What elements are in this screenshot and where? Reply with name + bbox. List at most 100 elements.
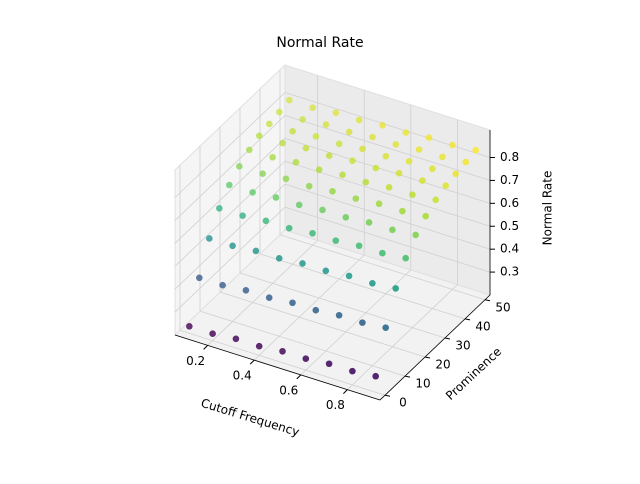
point [279, 139, 286, 147]
grid-line [259, 253, 466, 320]
point [422, 212, 429, 220]
point [269, 153, 276, 161]
point [369, 279, 376, 287]
point [425, 134, 433, 141]
point [299, 116, 306, 123]
point [389, 226, 396, 234]
point [335, 140, 343, 148]
point [412, 231, 419, 239]
point [295, 201, 303, 209]
point [186, 323, 193, 330]
point [375, 200, 383, 208]
grid-line [174, 206, 286, 313]
chart-title: Normal Rate [276, 35, 363, 51]
grid-line [284, 137, 491, 204]
grid-line [300, 269, 412, 376]
grid-line [207, 240, 318, 346]
y-tick-label: 10 [415, 377, 430, 391]
point [246, 146, 253, 154]
point [369, 133, 376, 141]
grid-line [179, 329, 386, 396]
grid-line [284, 92, 491, 158]
point [342, 214, 350, 221]
point [429, 165, 436, 173]
y-tick-label: 0 [399, 396, 407, 410]
point [432, 196, 439, 204]
point [305, 182, 313, 190]
grid-line [174, 138, 286, 244]
grid-line [284, 183, 491, 250]
grid-line [219, 291, 426, 358]
y-tick [484, 299, 491, 302]
grid-line [239, 272, 446, 339]
point [219, 281, 226, 289]
point [275, 255, 283, 262]
point [329, 187, 336, 195]
point [256, 132, 263, 140]
point [365, 219, 373, 226]
y-axis-label: Prominence [443, 344, 504, 402]
point [196, 274, 203, 282]
point [362, 178, 370, 186]
point [325, 360, 333, 368]
point [312, 306, 320, 314]
point [359, 319, 366, 326]
point [292, 159, 300, 166]
point [332, 109, 340, 117]
point [382, 152, 390, 160]
grid-line [174, 183, 286, 290]
point [286, 96, 293, 104]
z-tick-label: 0.5 [500, 219, 519, 233]
point [262, 217, 270, 225]
point [452, 170, 459, 178]
point [242, 286, 250, 294]
point [252, 247, 260, 255]
y-tick-label: 40 [475, 319, 490, 333]
point [325, 152, 333, 159]
point [355, 242, 363, 250]
point [226, 181, 233, 189]
point [272, 194, 280, 201]
point [309, 229, 316, 237]
grid-line [253, 254, 365, 361]
y-tick [404, 375, 411, 378]
point [315, 166, 323, 174]
point [265, 294, 273, 301]
z-tick-label: 0.7 [500, 173, 519, 187]
point [442, 182, 449, 189]
point [379, 249, 386, 257]
point [355, 116, 363, 124]
z-axis-label: Normal Rate [541, 171, 555, 246]
point [349, 367, 356, 375]
y-tick [464, 318, 471, 321]
x-tick [296, 374, 302, 380]
point [352, 195, 360, 202]
point [279, 347, 286, 355]
y-tick [384, 394, 391, 397]
point [382, 324, 389, 332]
point [372, 164, 380, 172]
point [239, 212, 246, 219]
x-tick-label: 0.4 [233, 369, 252, 383]
z-tick-label: 0.4 [500, 242, 519, 256]
point [409, 191, 416, 198]
y-tick-label: 30 [455, 338, 470, 352]
point [462, 158, 469, 166]
point [379, 121, 386, 129]
y-tick [444, 337, 451, 340]
point [399, 207, 406, 215]
x-tick [203, 344, 208, 350]
point [385, 184, 393, 191]
y-tick-label: 20 [435, 358, 450, 372]
y-tick-label: 50 [495, 300, 510, 314]
axis-line [174, 334, 381, 401]
point [209, 330, 216, 337]
point [302, 144, 310, 152]
point [419, 177, 426, 184]
point [312, 133, 320, 140]
point [319, 206, 326, 214]
point [359, 145, 366, 153]
x-tick-label: 0.8 [326, 398, 345, 412]
point [322, 267, 330, 275]
